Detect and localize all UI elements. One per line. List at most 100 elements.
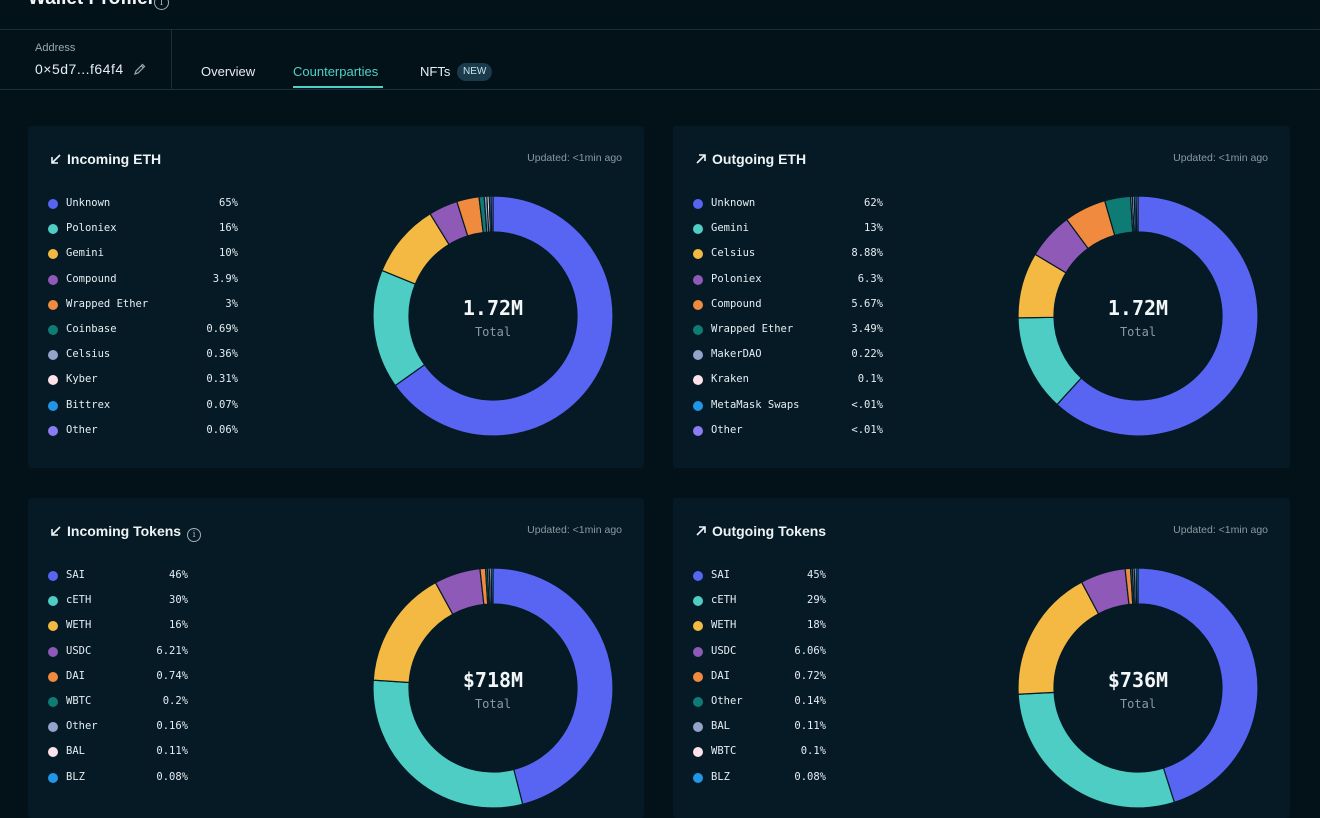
legend-value: 46% (169, 569, 188, 581)
legend-value: 6.21% (156, 644, 188, 657)
card-title-text: Incoming ETH (67, 151, 162, 167)
donut-chart (1017, 195, 1259, 437)
tab-overview[interactable]: Overview (201, 64, 256, 79)
legend-value: 6.06% (794, 644, 826, 657)
legend-value: 3.49% (851, 322, 883, 335)
legend-label: Unknown (66, 197, 111, 209)
legend-color-dot (693, 696, 703, 707)
tab-nfts[interactable]: NFTs (420, 64, 451, 79)
legend-value: 16% (169, 619, 188, 632)
legend-color-dot (48, 249, 58, 260)
legend-color-dot (693, 249, 703, 260)
donut-total-label: Total (474, 325, 512, 339)
legend-label: Celsius (711, 247, 756, 260)
legend-value: 16% (219, 222, 238, 235)
legend-value: 65% (219, 197, 238, 209)
legend-value: 0.07% (206, 398, 238, 411)
legend-value: 0.31% (206, 373, 238, 386)
legend-color-dot (693, 350, 703, 361)
legend-value: 30% (169, 594, 188, 607)
slice-other[interactable] (1135, 195, 1139, 233)
slice-unknown[interactable] (1056, 195, 1259, 437)
legend-label: Compound (66, 272, 117, 285)
legend-color-dot (48, 747, 58, 758)
legend-color-dot (48, 224, 58, 235)
legend-label: USDC (66, 644, 92, 657)
edit-pencil-icon[interactable] (133, 62, 147, 76)
legend-color-dot (693, 400, 703, 411)
legend-label: BAL (66, 745, 85, 758)
legend-value: 0.1% (857, 373, 883, 386)
legend-color-dot (693, 224, 703, 235)
legend-label: Wrapped Ether (711, 322, 794, 335)
legend-label: Gemini (711, 222, 749, 235)
card-title-text: Outgoing Tokens (712, 523, 827, 539)
donut-total-value: 1.72M (462, 296, 524, 320)
slice-blz[interactable] (1135, 567, 1139, 605)
donut-total-label: Total (1119, 325, 1157, 339)
slice-other[interactable] (490, 195, 494, 233)
legend-label: BAL (711, 720, 730, 733)
legend-label: Poloniex (711, 272, 762, 285)
legend-label: SAI (66, 569, 85, 581)
donut-total-label: Total (1119, 697, 1157, 711)
legend-label: BLZ (711, 770, 730, 783)
legend-label: Bittrex (66, 398, 111, 411)
legend-label: Wrapped Ether (66, 297, 149, 310)
donut-chart (372, 195, 614, 437)
legend-value: 6.3% (857, 272, 883, 285)
active-tab-indicator (293, 86, 383, 88)
donut-total-value: $718M (462, 668, 524, 692)
legend-label: Kyber (66, 373, 98, 386)
donut-chart (372, 567, 614, 809)
legend-value: 0.14% (794, 694, 826, 707)
legend-color-dot (693, 646, 703, 657)
legend-color-dot (693, 324, 703, 335)
donut-total-label: Total (474, 697, 512, 711)
legend-value: 0.72% (794, 669, 826, 682)
legend-value: 8.88% (851, 247, 883, 260)
arrow-up-right-icon (696, 526, 706, 536)
legend-color-dot (48, 646, 58, 657)
legend-label: Other (711, 423, 743, 436)
legend-color-dot (48, 324, 58, 335)
card-title: Incoming ETH (50, 151, 161, 167)
legend-label: Coinbase (66, 322, 117, 335)
info-icon[interactable]: i (187, 528, 202, 542)
address-label: Address (35, 42, 76, 54)
legend-color-dot (48, 274, 58, 285)
legend-value: 10% (219, 247, 238, 260)
legend-color-dot (48, 596, 58, 607)
legend-color-dot (693, 375, 703, 386)
card-title: Outgoing ETH (695, 151, 806, 167)
legend-label: WETH (66, 619, 92, 632)
page-title: Wallet Profiler (28, 0, 155, 10)
legend-color-dot (48, 671, 58, 682)
legend-label: SAI (711, 569, 730, 581)
legend-label: DAI (66, 669, 85, 682)
tab-counterparties[interactable]: Counterparties (293, 64, 379, 79)
legend-value: 0.06% (206, 423, 238, 436)
updated-timestamp: Updated: <1min ago (527, 152, 622, 164)
legend-label: Gemini (66, 247, 104, 260)
legend-color-dot (48, 400, 58, 411)
legend-label: Other (711, 694, 743, 707)
legend-value: 0.1% (800, 745, 826, 758)
legend-color-dot (693, 621, 703, 632)
updated-timestamp: Updated: <1min ago (1173, 524, 1268, 536)
info-icon[interactable]: i (154, 0, 169, 10)
legend-value: 3.9% (212, 272, 238, 285)
legend-value: 29% (807, 594, 826, 607)
legend-color-dot (693, 772, 703, 783)
slice-blz[interactable] (490, 567, 494, 605)
card-title: Incoming Tokens i (50, 523, 202, 542)
legend-value: 13% (864, 222, 883, 235)
legend-color-dot (693, 747, 703, 758)
legend-color-dot (693, 571, 703, 581)
legend-label: Celsius (66, 348, 111, 361)
arrow-down-left-icon (51, 154, 61, 164)
address-value: 0×5d7...f64f4 (35, 61, 124, 77)
slice-unknown[interactable] (394, 195, 614, 437)
legend-color-dot (48, 696, 58, 707)
legend-value: 45% (807, 569, 826, 581)
